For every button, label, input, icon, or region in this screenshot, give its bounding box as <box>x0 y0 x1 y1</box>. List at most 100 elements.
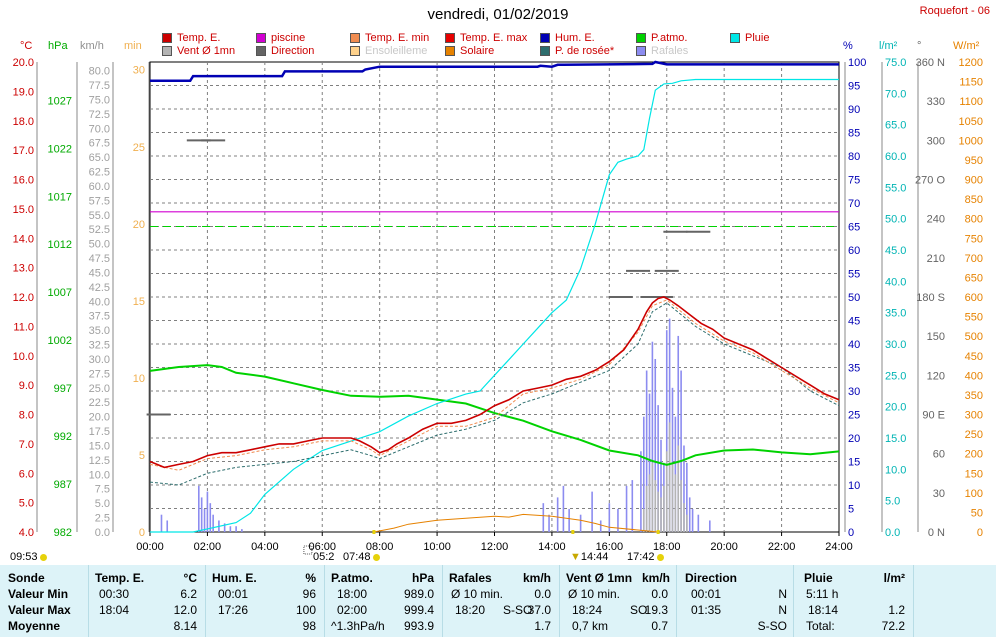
rain-tick: 10.0 <box>885 464 906 476</box>
gust-bar <box>680 370 682 532</box>
stats-wind-avg: 0.7 <box>651 619 668 633</box>
hum-tick: 100 <box>848 57 866 69</box>
rain-tick: 30.0 <box>885 339 906 351</box>
temp-tick: 16.0 <box>13 175 34 187</box>
gust-bar <box>657 405 659 532</box>
solar-unit: W/m² <box>953 40 980 52</box>
stats-wind-unit: km/h <box>641 571 670 585</box>
stats-gust-10min-label: Ø 10 min. <box>451 587 504 601</box>
stats-gust-max-time: 18:20 <box>455 603 486 617</box>
wind-tick: 62.5 <box>89 167 110 179</box>
station-name[interactable]: Roquefort - 06 <box>919 5 990 17</box>
x-tick-label: 18:00 <box>653 541 681 553</box>
dir-tick: 210 <box>927 253 945 265</box>
gust-bar <box>556 497 559 532</box>
stats-hum: Hum. E.% 00:01 96 17:26 100 98 <box>205 565 324 637</box>
stats-press-title: P.atmo. <box>331 571 373 585</box>
gust-bar <box>160 514 163 532</box>
noon-icon: ▼ <box>570 551 581 563</box>
hum-tick: 30 <box>848 386 860 398</box>
stats-rain: Pluie l/m² 5:11 h 18:14 1.2 Total: 72.2 <box>793 565 913 637</box>
gust-bar <box>198 485 200 532</box>
solar-tick: 600 <box>965 292 983 304</box>
wind-tick: 2.5 <box>95 513 110 525</box>
temp-tick: 8.0 <box>19 410 34 422</box>
stats-rain-max: 1.2 <box>888 603 905 617</box>
x-tick-label: 20:00 <box>710 541 738 553</box>
solar-tick: 1200 <box>959 57 983 69</box>
temp-unit: °C <box>20 40 33 52</box>
dir-tick: 300 <box>927 135 945 147</box>
legend-label: Temp. E. max <box>460 32 528 44</box>
rain-tick: 15.0 <box>885 433 906 445</box>
gust-bar <box>677 335 680 532</box>
hum-tick: 50 <box>848 292 860 304</box>
rain-tick: 75.0 <box>885 57 906 69</box>
wind-tick: 40.0 <box>89 296 110 308</box>
press-unit: hPa <box>48 40 68 52</box>
press-tick: 987 <box>54 479 72 491</box>
gust-bar <box>648 393 651 532</box>
gust-bar <box>200 497 203 532</box>
legend-swatch <box>540 33 550 43</box>
stats-press-trend: ^1.3hPa/h <box>331 619 385 633</box>
stats-sonde-title: Sonde <box>8 571 45 585</box>
series-hum-e- <box>150 60 839 83</box>
gust-bar <box>542 503 545 532</box>
wind-tick: 55.0 <box>89 210 110 222</box>
solar-tick: 300 <box>965 410 983 422</box>
stats-press-avg: 993.9 <box>403 619 434 633</box>
minutes-unit: min <box>124 40 142 52</box>
sunset-time: 17:42 <box>627 551 655 563</box>
x-tick-label: 04:00 <box>251 541 279 553</box>
stats-hum-title: Hum. E. <box>212 571 257 585</box>
hum-tick: 80 <box>848 151 860 163</box>
x-tick-label: 24:00 <box>825 541 853 553</box>
rain-tick: 0.0 <box>885 527 900 539</box>
gust-bar <box>686 462 688 532</box>
noon-marker: ▼14:44 <box>570 551 608 563</box>
rain-tick: 40.0 <box>885 276 906 288</box>
legend-label: Direction <box>271 45 315 57</box>
gust-bar <box>591 491 593 532</box>
stats-wind-max-dir: SO <box>630 603 648 617</box>
sunrise-time: 07:48 <box>343 551 371 563</box>
legend-swatch <box>350 33 360 43</box>
rain-tick: 25.0 <box>885 370 906 382</box>
dir-tick: 120 <box>927 370 945 382</box>
solar-tick: 50 <box>971 507 983 519</box>
stats-rain-total: 72.2 <box>881 619 905 633</box>
solar-tick: 1000 <box>959 135 983 147</box>
press-tick: 997 <box>54 383 72 395</box>
hum-tick: 40 <box>848 339 860 351</box>
wind-tick: 15.0 <box>89 440 110 452</box>
press-tick: 992 <box>54 431 72 443</box>
solar-tick: 100 <box>965 488 983 500</box>
hum-tick: 95 <box>848 81 860 93</box>
hum-tick: 0 <box>848 527 854 539</box>
legend-label: Hum. E. <box>555 32 595 44</box>
x-tick-label: 06:00 <box>308 541 336 553</box>
dir-unit: ° <box>917 40 922 52</box>
gust-bar <box>209 503 212 532</box>
solar-tick: 200 <box>965 449 983 461</box>
hum-tick: 35 <box>848 363 860 375</box>
wind-bar <box>668 422 671 532</box>
minute-tick: 20 <box>133 219 145 231</box>
rain-tick: 35.0 <box>885 308 906 320</box>
gust-bar <box>579 514 582 532</box>
series-pluie <box>150 78 839 533</box>
stats-wind-10min-label: Ø 10 min. <box>568 587 621 601</box>
gust-bar <box>625 485 628 532</box>
rain-tick: 5.0 <box>885 496 900 508</box>
hum-tick: 10 <box>848 480 860 492</box>
x-tick-label: 10:00 <box>423 541 451 553</box>
wind-tick: 30.0 <box>89 354 110 366</box>
wind-bar <box>648 474 651 532</box>
hum-tick: 60 <box>848 245 860 257</box>
legend-swatch <box>445 46 455 56</box>
stats-gust-10min: 0.0 <box>534 587 551 601</box>
solar-tick: 1050 <box>959 116 983 128</box>
solar-tick: 1150 <box>959 77 983 89</box>
sunrise-marker: 07:48 <box>343 551 380 563</box>
